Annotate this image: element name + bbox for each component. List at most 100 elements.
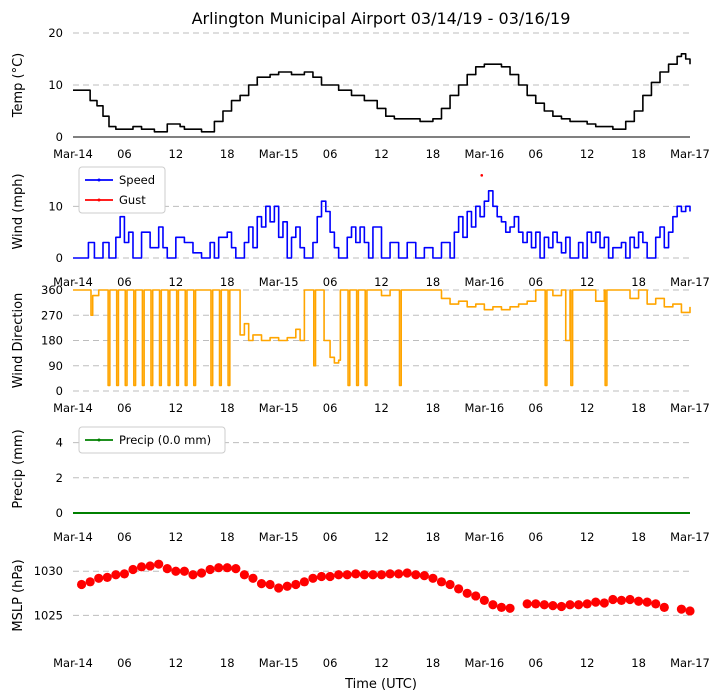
y-axis-label-dir: Wind Direction [11, 293, 26, 389]
y-tick-label-mslp: 1025 [34, 608, 63, 622]
y-tick-label-dir: 360 [41, 283, 63, 297]
series-line-temp [73, 53, 691, 133]
data-point-mslp [471, 591, 481, 601]
y-tick-label-temp: 0 [56, 130, 63, 144]
y-tick-label-precip: 0 [56, 506, 63, 520]
data-point-mslp [334, 570, 344, 580]
data-point-mslp [359, 570, 369, 580]
legend-marker-wind [97, 178, 101, 182]
x-tick-label-dir: 06 [323, 401, 338, 415]
y-tick-label-dir: 270 [41, 308, 63, 322]
x-tick-label-precip: 06 [117, 530, 132, 544]
x-tick-label-temp: 18 [220, 147, 235, 161]
x-tick-label-dir: 12 [169, 401, 184, 415]
x-tick-label-dir: 18 [220, 401, 235, 415]
data-point-mslp [454, 584, 464, 594]
x-tick-label-mslp: 12 [580, 656, 595, 670]
data-point-mslp [136, 562, 147, 572]
x-tick-label-temp: 12 [580, 147, 595, 161]
chart-title: Arlington Municipal Airport 03/14/19 - 0… [192, 9, 571, 28]
x-tick-label-temp: 12 [169, 147, 184, 161]
x-tick-label-wind: 12 [580, 275, 595, 289]
y-tick-label-precip: 4 [56, 436, 63, 450]
data-point-mslp [119, 569, 130, 579]
x-tick-label-dir: 18 [631, 401, 646, 415]
data-point-mslp [556, 601, 567, 612]
x-tick-label-mslp: 18 [220, 656, 235, 670]
data-point-mslp [531, 599, 541, 609]
data-point-mslp [196, 568, 207, 578]
series-line-dir [73, 289, 691, 387]
x-tick-label-wind: Mar-16 [464, 275, 504, 289]
data-point-mslp [479, 595, 489, 605]
x-tick-label-temp: 18 [426, 147, 441, 161]
data-point-mslp [591, 597, 601, 607]
x-tick-label-precip: Mar-16 [464, 530, 504, 544]
data-point-mslp [505, 603, 515, 613]
data-point-mslp [676, 604, 687, 614]
x-tick-label-dir: 06 [117, 401, 132, 415]
x-tick-label-mslp: 06 [323, 656, 338, 670]
data-point-mslp [145, 561, 155, 571]
data-point-mslp [659, 602, 669, 613]
x-tick-label-mslp: Mar-15 [259, 656, 299, 670]
x-tick-label-dir: 12 [374, 401, 389, 415]
x-tick-label-precip: 18 [631, 530, 646, 544]
data-point-mslp [548, 601, 558, 611]
data-point-mslp [462, 588, 472, 598]
x-tick-label-dir: 18 [426, 401, 441, 415]
data-point-mslp [214, 563, 224, 573]
data-point-mslp [376, 570, 387, 580]
y-tick-label-mslp: 1030 [34, 564, 63, 578]
data-point-mslp [394, 569, 404, 579]
data-point-mslp [162, 563, 172, 574]
data-point-mslp [633, 596, 644, 606]
data-point-mslp [316, 571, 327, 582]
panel-temp: 0 10 20 Temp (°C) Mar-14 06 12 18 Mar-15 06 12 18 Ma… [11, 26, 710, 161]
data-point-mslp [325, 571, 335, 582]
x-tick-label-wind: Mar-17 [670, 275, 710, 289]
x-tick-label-precip: 06 [528, 530, 543, 544]
data-point-mslp [522, 599, 532, 609]
data-point-mslp [248, 573, 258, 583]
panel-mslp: 1025 1030 MSLP (hPa) Mar-14 06 12 18 Mar-15 06 12… [11, 559, 710, 670]
x-tick-label-precip: 12 [169, 530, 184, 544]
data-point-mslp [419, 571, 429, 581]
data-point-mslp [436, 577, 447, 587]
x-tick-label-temp: Mar-15 [259, 147, 299, 161]
y-tick-label-wind: 0 [56, 251, 63, 265]
data-point-mslp [539, 600, 549, 610]
data-point-mslp [171, 566, 181, 576]
data-point-mslp [222, 563, 232, 573]
data-point-mslp [205, 564, 215, 575]
data-point-mslp [265, 579, 275, 590]
data-point-mslp [625, 594, 635, 605]
legend-label-wind: Gust [119, 193, 146, 207]
data-point-mslp [85, 577, 95, 587]
x-tick-label-mslp: Mar-16 [464, 656, 504, 670]
data-point-mslp [685, 606, 695, 616]
data-point-mslp [616, 595, 627, 605]
x-tick-label-dir: 12 [580, 401, 595, 415]
legend-marker-precip [97, 438, 101, 442]
data-point-mslp [573, 600, 584, 610]
data-point-mslp [111, 570, 121, 580]
x-tick-label-temp: Mar-14 [53, 147, 93, 161]
data-point-mslp [291, 579, 301, 590]
panel-wind: 0 10 Wind (mph) Mar-14 06 12 18 Mar-15 06 12 18 Mar… [11, 166, 710, 289]
data-point-mslp [651, 599, 661, 609]
x-tick-label-dir: Mar-14 [53, 401, 93, 415]
x-tick-label-precip: Mar-17 [670, 530, 710, 544]
data-point-mslp [282, 581, 292, 591]
data-point-mslp [351, 569, 361, 579]
x-tick-label-precip: 18 [426, 530, 441, 544]
x-tick-label-precip: 18 [220, 530, 235, 544]
data-point-mslp [94, 573, 104, 583]
y-axis-label-precip: Precip (mm) [11, 429, 26, 508]
x-tick-label-temp: Mar-16 [464, 147, 504, 161]
data-point-mslp [368, 570, 378, 580]
x-tick-label-wind: 06 [117, 275, 132, 289]
panel-dir: 0 90 180 270 360 Wind Direction Mar-14 06 12 18 Ma… [11, 283, 710, 415]
y-axis-label-wind: Wind (mph) [11, 173, 26, 249]
